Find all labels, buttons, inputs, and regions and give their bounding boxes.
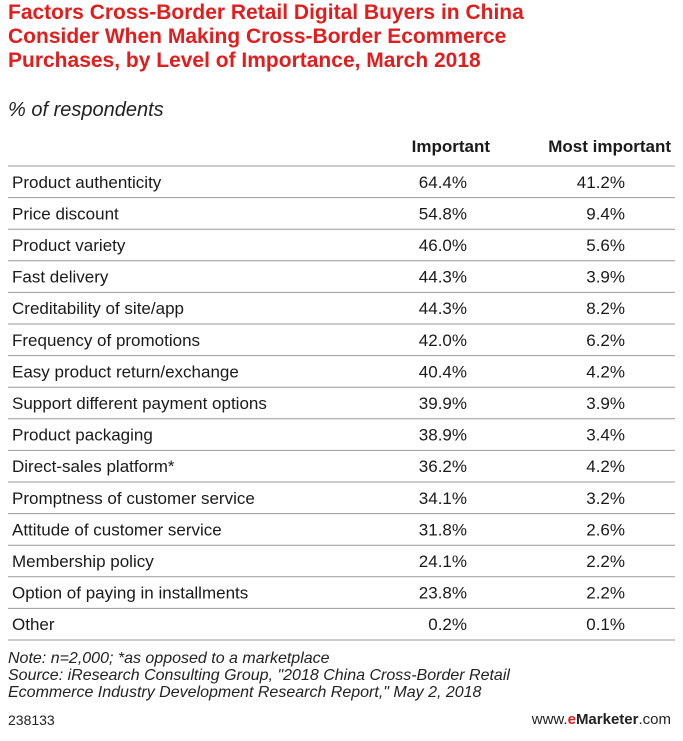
row-label: Option of paying in installments: [12, 584, 248, 603]
row-label: Creditability of site/app: [12, 299, 184, 318]
chart-subtitle: % of respondents: [8, 99, 164, 121]
brand-logo: www.eMarketer.com: [532, 711, 671, 728]
value-important: 42.0%: [419, 331, 467, 350]
value-most-important: 4.2%: [586, 457, 625, 476]
value-important: 0.2%: [428, 615, 467, 634]
value-important: 44.3%: [419, 268, 467, 287]
value-important: 24.1%: [419, 552, 467, 571]
value-most-important: 8.2%: [586, 299, 625, 318]
row-label: Attitude of customer service: [12, 520, 222, 539]
value-important: 54.8%: [419, 204, 467, 223]
value-most-important: 6.2%: [586, 331, 625, 350]
value-most-important: 3.9%: [586, 394, 625, 413]
value-most-important: 3.2%: [586, 489, 625, 508]
value-important: 36.2%: [419, 457, 467, 476]
brand-name: Marketer: [575, 711, 639, 728]
value-most-important: 5.6%: [586, 236, 625, 255]
value-important: 40.4%: [419, 362, 467, 381]
value-most-important: 4.2%: [586, 362, 625, 381]
value-most-important: 41.2%: [577, 173, 625, 192]
row-label: Product authenticity: [12, 173, 162, 192]
value-most-important: 0.1%: [586, 615, 625, 634]
value-most-important: 3.9%: [586, 268, 625, 287]
brand-prefix: www.: [531, 711, 568, 728]
row-label: Support different payment options: [12, 394, 267, 413]
brand-suffix: .com: [638, 711, 671, 728]
row-label: Product variety: [12, 236, 126, 255]
row-label: Price discount: [12, 204, 119, 223]
note-text: Note: n=2,000; *as opposed to a marketpl…: [8, 650, 330, 667]
row-label: Frequency of promotions: [12, 331, 200, 350]
value-important: 44.3%: [419, 299, 467, 318]
value-most-important: 2.2%: [586, 552, 625, 571]
value-most-important: 2.6%: [586, 520, 625, 539]
value-important: 34.1%: [419, 489, 467, 508]
value-important: 46.0%: [419, 236, 467, 255]
row-label: Other: [12, 615, 55, 634]
row-label: Easy product return/exchange: [12, 362, 239, 381]
value-important: 39.9%: [419, 394, 467, 413]
row-label: Direct-sales platform*: [12, 457, 175, 476]
value-most-important: 9.4%: [586, 204, 625, 223]
source-text-line1: Source: iResearch Consulting Group, "201…: [8, 667, 510, 684]
column-header-most-important: Most important: [548, 137, 671, 156]
brand-e: e: [567, 711, 576, 728]
chart-id: 238133: [8, 712, 55, 728]
value-most-important: 3.4%: [586, 426, 625, 445]
row-label: Product packaging: [12, 426, 153, 445]
row-label: Promptness of customer service: [12, 489, 255, 508]
value-important: 31.8%: [419, 520, 467, 539]
value-important: 23.8%: [419, 584, 467, 603]
row-label: Membership policy: [12, 552, 154, 571]
value-important: 38.9%: [419, 426, 467, 445]
chart-title: Factors Cross-Border Retail Digital Buye…: [8, 1, 524, 72]
column-header-important: Important: [412, 137, 491, 156]
row-label: Fast delivery: [12, 268, 109, 287]
value-most-important: 2.2%: [586, 584, 625, 603]
value-important: 64.4%: [419, 173, 467, 192]
source-text-line2: Ecommerce Industry Development Research …: [8, 684, 482, 701]
notes: Note: n=2,000; *as opposed to a marketpl…: [8, 650, 678, 701]
